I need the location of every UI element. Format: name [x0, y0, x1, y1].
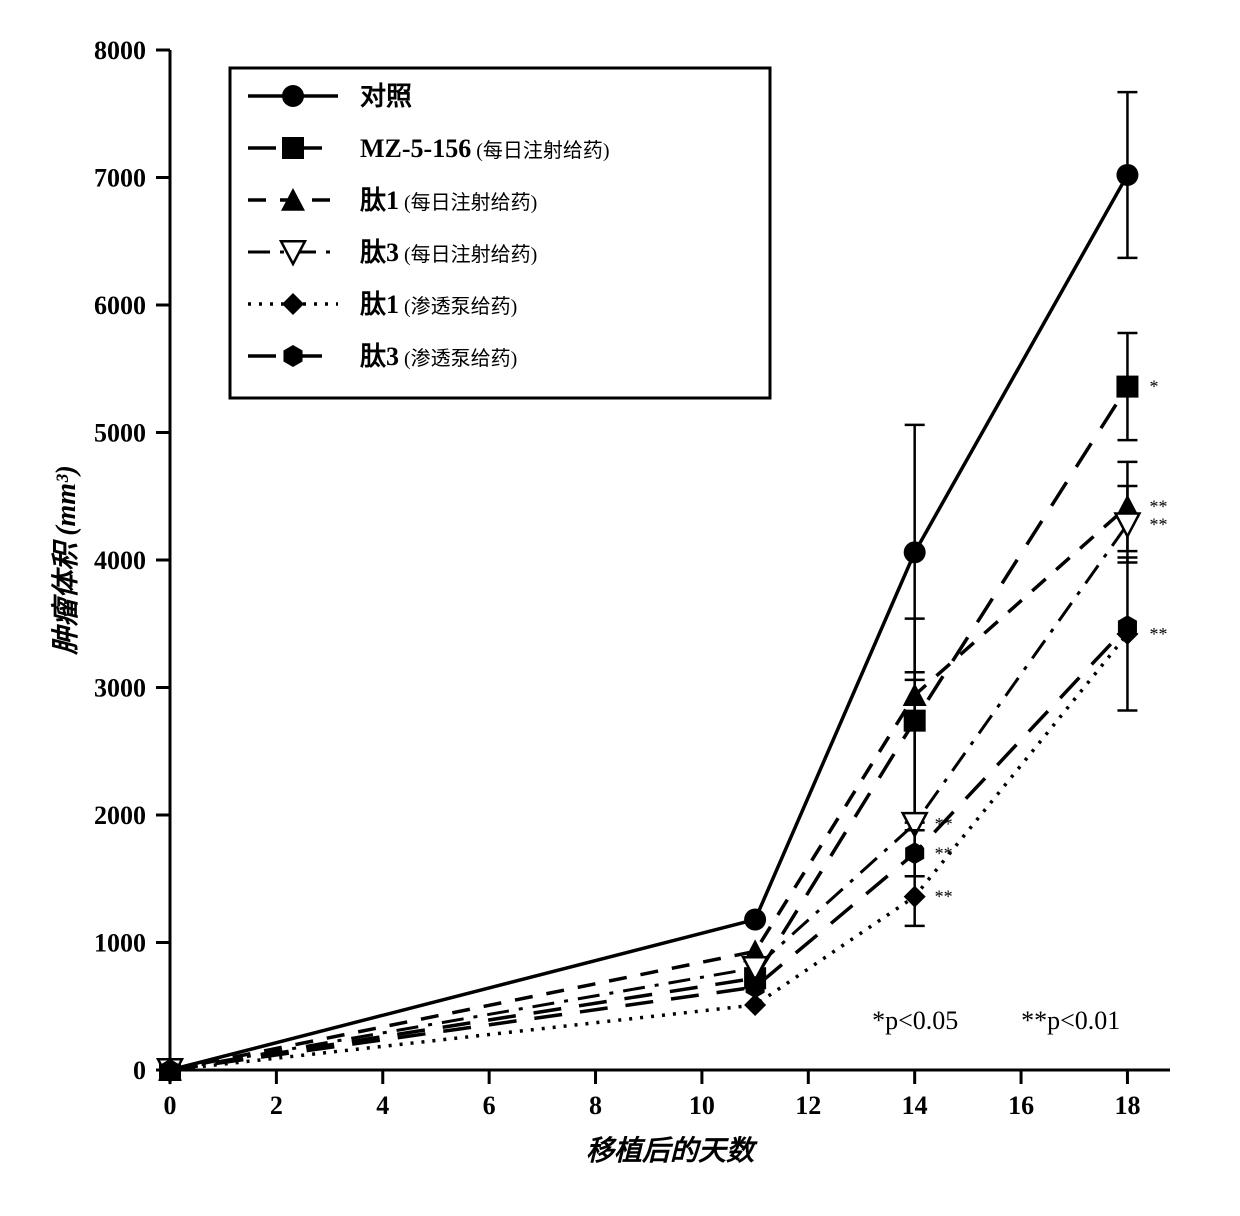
svg-text:8: 8 [589, 1091, 602, 1120]
svg-text:12: 12 [795, 1091, 821, 1120]
p-value-annotation: *p<0.05 [872, 1006, 958, 1035]
svg-text:6000: 6000 [94, 291, 146, 320]
svg-text:1000: 1000 [94, 929, 146, 958]
svg-text:5000: 5000 [94, 419, 146, 448]
svg-text:*: * [1149, 377, 1158, 397]
svg-text:14: 14 [902, 1091, 928, 1120]
line-chart: 0 2 4 6 8 10 12 14 16 18 0 1000 2000 3000 4000 5000 6000… [20, 20, 1220, 1196]
svg-text:4: 4 [376, 1091, 389, 1120]
svg-text:2000: 2000 [94, 801, 146, 830]
chart-container: 0 2 4 6 8 10 12 14 16 18 0 1000 2000 3000 4000 5000 6000… [20, 20, 1220, 1196]
svg-text:0: 0 [133, 1056, 146, 1085]
svg-text:4000: 4000 [94, 546, 146, 575]
legend-item-control: 对照 [360, 82, 412, 111]
svg-text:**: ** [935, 843, 953, 863]
svg-text:**: ** [1149, 624, 1167, 644]
svg-text:**: ** [935, 887, 953, 907]
y-axis-label: 肿瘤体积 (mm³) [50, 465, 82, 656]
svg-text:10: 10 [689, 1091, 715, 1120]
svg-text:18: 18 [1114, 1091, 1140, 1120]
svg-text:0: 0 [164, 1091, 177, 1120]
svg-text:8000: 8000 [94, 36, 146, 65]
svg-text:**: ** [1149, 514, 1167, 534]
svg-text:6: 6 [483, 1091, 496, 1120]
svg-text:3000: 3000 [94, 674, 146, 703]
svg-text:16: 16 [1008, 1091, 1034, 1120]
x-axis-label: 移植后的天数 [586, 1135, 758, 1167]
p-value-annotation: **p<0.01 [1021, 1006, 1120, 1035]
svg-text:7000: 7000 [94, 164, 146, 193]
svg-text:2: 2 [270, 1091, 283, 1120]
